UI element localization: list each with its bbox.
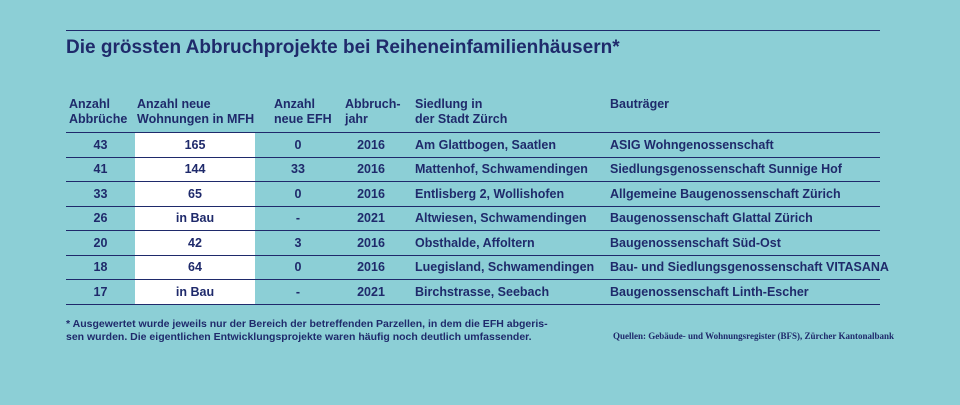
cell-neue-efh: 0 xyxy=(294,186,302,201)
cell-neue-wohnungen: in Bau xyxy=(175,284,215,299)
cell-bautraeger: Baugenossenschaft Süd-Ost xyxy=(610,235,781,250)
cell-abbrueche: 18 xyxy=(93,260,108,275)
cell-bautraeger: Allgemeine Baugenossenschaft Zürich xyxy=(610,186,841,201)
cell-abbruchjahr: 2021 xyxy=(357,284,385,299)
footnote: * Ausgewertet wurde jeweils nur der Bere… xyxy=(66,318,548,343)
cell-bautraeger: ASIG Wohngenossenschaft xyxy=(610,137,774,152)
header-anzahl-abbrueche: Anzahl Abbrüche xyxy=(69,97,128,126)
source-note: Quellen: Gebäude- und Wohnungsregister (… xyxy=(613,331,894,341)
cell-abbruchjahr: 2016 xyxy=(357,260,385,275)
cell-bautraeger: Baugenossenschaft Glattal Zürich xyxy=(610,211,813,226)
cell-abbrueche: 33 xyxy=(93,186,108,201)
header-abbruchjahr: Abbruch- jahr xyxy=(345,97,401,126)
data-table: Anzahl Abbrüche Anzahl neue Wohnungen in… xyxy=(66,97,889,305)
table-row: 43 165 0 2016 Am Glattbogen, Saatlen ASIG Woh… xyxy=(66,133,880,158)
table-header: Anzahl Abbrüche Anzahl neue Wohnungen in… xyxy=(66,97,880,131)
cell-neue-efh: 33 xyxy=(291,162,305,177)
cell-siedlung: Luegisland, Schwamendingen xyxy=(415,260,595,275)
cell-neue-wohnungen: 42 xyxy=(188,235,202,250)
cell-neue-efh: 0 xyxy=(294,260,302,275)
cell-abbruchjahr: 2016 xyxy=(357,137,385,152)
cell-abbrueche: 17 xyxy=(93,284,108,299)
table-row: 17 in Bau - 2021 Birchstrasse, Seebach Baugen… xyxy=(66,280,880,305)
cell-neue-wohnungen: 165 xyxy=(184,137,206,152)
table-body: 43 165 0 2016 Am Glattbogen, Saatlen ASIG Woh… xyxy=(66,133,889,305)
cell-bautraeger: Baugenossenschaft Linth-Escher xyxy=(610,284,809,299)
cell-bautraeger: Bau- und Siedlungsgenossenschaft VITASAN… xyxy=(610,260,889,275)
cell-abbruchjahr: 2016 xyxy=(357,186,385,201)
cell-siedlung: Entlisberg 2, Wollishofen xyxy=(415,186,565,201)
header-rule xyxy=(66,132,880,133)
cell-bautraeger: Siedlungsgenossenschaft Sunnige Hof xyxy=(610,162,842,177)
cell-neue-wohnungen: 144 xyxy=(184,162,206,177)
table-row: 20 42 3 2016 Obsthalde, Affoltern Baugenossen… xyxy=(66,231,880,256)
cell-siedlung: Obsthalde, Affoltern xyxy=(415,235,535,250)
header-anzahl-neue-wohnungen: Anzahl neue Wohnungen in MFH xyxy=(137,97,255,126)
cell-abbrueche: 26 xyxy=(93,211,108,226)
cell-siedlung: Altwiesen, Schwamendingen xyxy=(415,211,587,226)
cell-abbrueche: 43 xyxy=(93,137,108,152)
cell-neue-efh: 0 xyxy=(294,137,302,152)
cell-neue-wohnungen: 64 xyxy=(188,260,202,275)
table-row: 41 144 33 2016 Mattenhof, Schwamendingen Sied… xyxy=(66,158,880,182)
cell-neue-wohnungen: in Bau xyxy=(175,211,215,226)
cell-neue-wohnungen: 65 xyxy=(188,186,202,201)
top-rule xyxy=(66,30,880,31)
cell-abbrueche: 41 xyxy=(93,162,108,177)
cell-neue-efh: - xyxy=(295,284,301,299)
table-row: 26 in Bau - 2021 Altwiesen, Schwamendingen Ba… xyxy=(66,207,880,231)
cell-neue-efh: 3 xyxy=(294,235,302,250)
header-siedlung: Siedlung in der Stadt Zürch xyxy=(415,97,508,126)
table-row: 33 65 0 2016 Entlisberg 2, Wollishofen Allgem… xyxy=(66,182,880,207)
cell-abbruchjahr: 2016 xyxy=(357,162,385,177)
cell-siedlung: Mattenhof, Schwamendingen xyxy=(415,162,588,177)
cell-siedlung: Am Glattbogen, Saatlen xyxy=(415,137,556,152)
cell-abbruchjahr: 2021 xyxy=(357,211,385,226)
header-bautraeger: Bauträger xyxy=(610,97,670,111)
cell-siedlung: Birchstrasse, Seebach xyxy=(415,284,550,299)
cell-abbrueche: 20 xyxy=(93,235,108,250)
page-title: Die grössten Abbruchprojekte bei Reihene… xyxy=(66,37,620,58)
cell-neue-efh: - xyxy=(295,211,301,226)
highlight-column xyxy=(135,133,255,304)
cell-abbruchjahr: 2016 xyxy=(357,235,385,250)
header-anzahl-neue-efh: Anzahl neue EFH xyxy=(274,97,332,126)
table-row: 18 64 0 2016 Luegisland, Schwamendingen Bau- … xyxy=(66,256,889,280)
